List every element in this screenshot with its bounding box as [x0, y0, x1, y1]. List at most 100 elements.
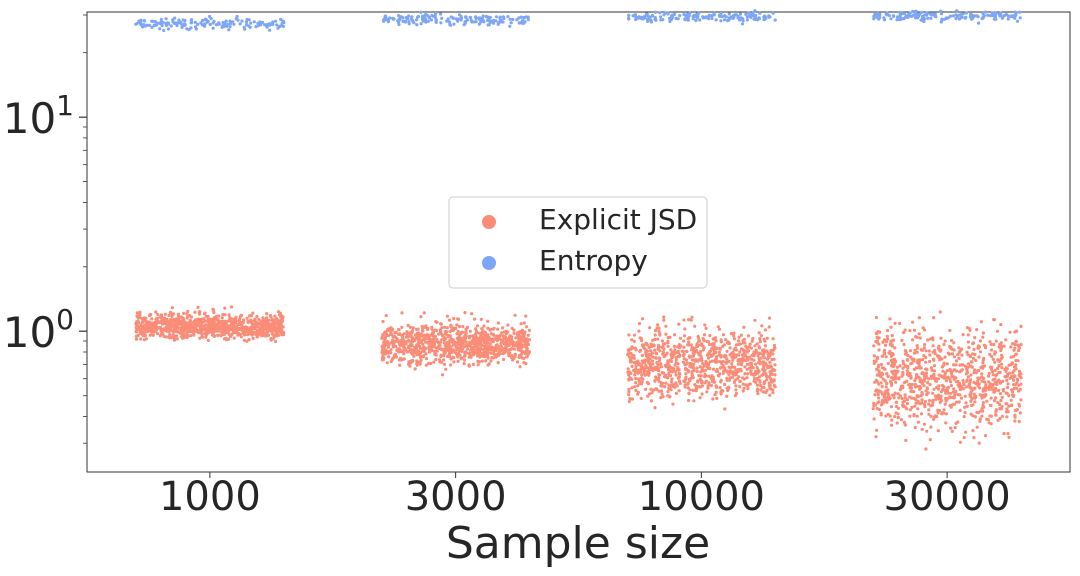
data-point: [163, 312, 167, 316]
data-point: [247, 331, 251, 336]
data-point: [885, 381, 889, 386]
data-point: [893, 346, 897, 350]
data-point: [634, 376, 638, 381]
data-point: [271, 20, 275, 24]
data-point: [949, 14, 953, 18]
data-point: [998, 392, 1003, 396]
data-point: [281, 19, 286, 23]
data-point: [997, 388, 1001, 393]
data-point: [402, 345, 406, 349]
data-point: [640, 380, 644, 384]
data-point: [931, 336, 935, 340]
data-point: [708, 349, 712, 354]
data-point: [952, 375, 956, 379]
data-point: [440, 16, 444, 20]
data-point: [969, 13, 973, 17]
data-point: [663, 385, 667, 389]
data-point: [693, 347, 697, 351]
data-point: [221, 323, 226, 327]
data-point: [751, 336, 755, 341]
data-point: [219, 330, 223, 334]
data-point: [998, 407, 1002, 411]
data-point: [891, 393, 895, 397]
data-point: [691, 388, 695, 392]
data-point: [885, 389, 889, 393]
data-point: [893, 391, 897, 395]
data-point: [769, 364, 773, 368]
data-point: [502, 330, 506, 334]
data-point: [188, 318, 192, 322]
data-point: [645, 380, 650, 385]
data-point: [755, 366, 759, 370]
data-point: [501, 352, 505, 356]
data-point: [411, 18, 415, 22]
data-point: [468, 340, 472, 344]
data-point: [159, 17, 163, 22]
data-point: [434, 346, 438, 350]
data-point: [919, 412, 924, 416]
data-point: [748, 342, 752, 346]
data-point: [391, 327, 395, 331]
data-point: [391, 338, 395, 342]
data-point-outlier: [384, 314, 388, 318]
data-point: [507, 354, 511, 358]
data-point: [682, 352, 686, 356]
data-point: [627, 387, 631, 391]
data-point: [178, 20, 183, 24]
data-point: [982, 14, 987, 18]
data-point: [964, 430, 968, 434]
data-point: [754, 17, 758, 22]
data-point: [981, 401, 986, 405]
data-point: [725, 394, 729, 398]
data-point: [891, 377, 895, 381]
data-point-outlier: [234, 315, 238, 319]
data-point: [134, 22, 138, 26]
data-point: [757, 345, 761, 349]
data-point: [415, 362, 419, 366]
data-point: [498, 345, 502, 350]
data-point: [480, 359, 484, 363]
data-point: [1004, 391, 1008, 395]
data-point: [432, 360, 436, 364]
data-point: [664, 324, 668, 328]
data-point: [382, 19, 386, 23]
data-point: [934, 397, 938, 401]
data-point: [161, 327, 165, 331]
data-point: [407, 360, 411, 364]
data-point: [686, 337, 690, 341]
data-point: [477, 17, 482, 21]
data-point: [983, 385, 988, 390]
data-point: [642, 346, 647, 350]
data-point: [762, 360, 766, 364]
data-point-outlier: [277, 310, 281, 314]
data-point: [903, 405, 907, 409]
data-point: [1009, 345, 1013, 349]
data-point: [410, 360, 414, 364]
data-point: [185, 329, 189, 333]
data-point: [752, 14, 756, 18]
data-point: [879, 381, 883, 385]
data-point: [526, 342, 530, 347]
data-point: [646, 394, 650, 398]
data-point: [242, 325, 246, 329]
data-point: [645, 12, 649, 16]
data-point: [677, 354, 682, 359]
data-point: [517, 355, 521, 359]
data-point: [501, 334, 505, 338]
data-point: [913, 382, 917, 386]
data-point: [747, 345, 751, 349]
data-point: [871, 407, 875, 411]
data-point: [517, 21, 521, 25]
data-point: [417, 337, 421, 341]
data-point: [678, 14, 682, 18]
data-point: [486, 18, 490, 22]
data-point: [967, 382, 971, 386]
data-point: [939, 336, 943, 340]
data-point: [505, 339, 509, 344]
data-point: [916, 420, 921, 424]
data-point: [228, 22, 232, 26]
data-point: [631, 368, 636, 372]
data-point: [973, 395, 977, 399]
data-point: [970, 396, 974, 400]
data-point-outlier: [135, 311, 139, 315]
